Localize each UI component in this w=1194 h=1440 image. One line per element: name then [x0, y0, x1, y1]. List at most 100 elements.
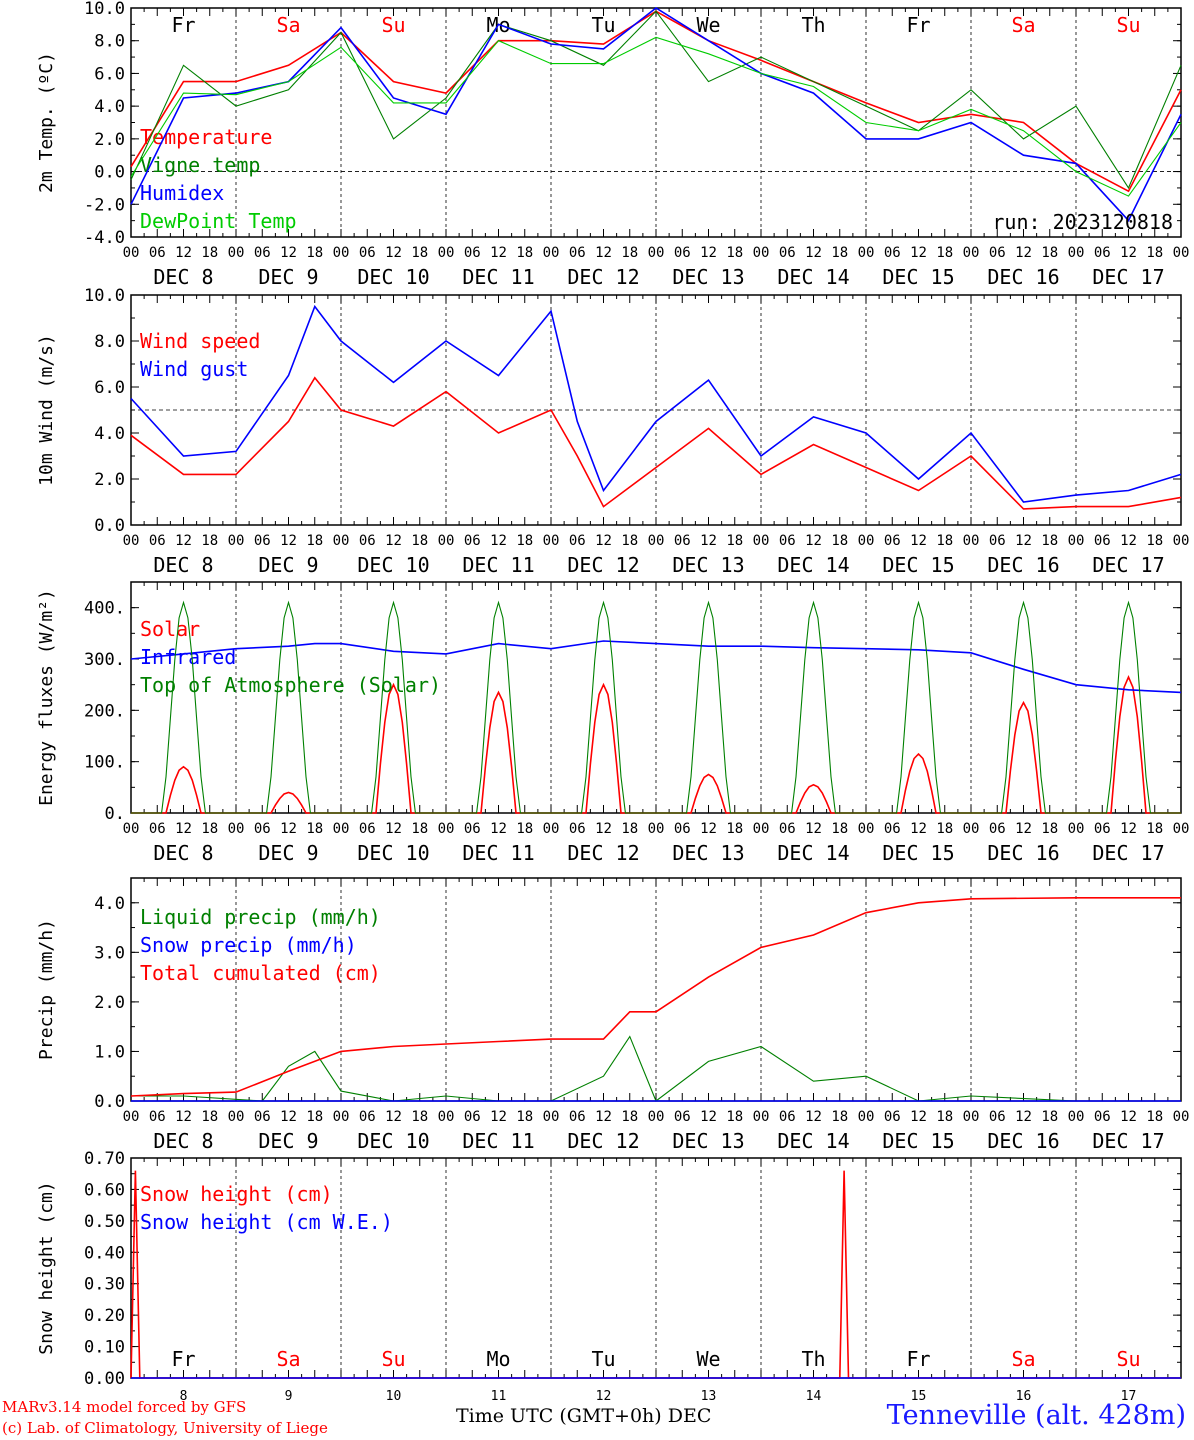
hour-tick-label: 00: [543, 245, 560, 261]
hour-tick-label: 18: [621, 533, 638, 549]
y-tick-label: 0.60: [84, 1180, 125, 1200]
y-tick-label: 200.: [84, 701, 125, 721]
hour-tick-label: 00: [543, 533, 560, 549]
hour-tick-label: 00: [753, 821, 770, 837]
day-name-label: Sa: [276, 1347, 300, 1371]
day-number-label: 10: [386, 1389, 402, 1404]
hour-tick-label: 12: [805, 245, 822, 261]
date-label: DEC 13: [672, 265, 744, 289]
hour-tick-label: 00: [543, 1109, 560, 1125]
hour-tick-label: 06: [149, 1109, 166, 1125]
hour-tick-label: 18: [726, 245, 743, 261]
panel-4: 0.0 1.0 2.0 3.0 4.0 Precip (mm/h) 00 06 12 18 DEC …: [36, 877, 1190, 1153]
hour-tick-label: 06: [1094, 1109, 1111, 1125]
date-label: DEC 16: [987, 1129, 1059, 1153]
legend-entry: Wind gust: [140, 357, 248, 381]
hour-tick-label: 00: [753, 245, 770, 261]
run-label: run: 2023120818: [992, 210, 1173, 234]
date-label: DEC 9: [258, 553, 318, 577]
hour-tick-label: 18: [831, 533, 848, 549]
legend-entry: Snow precip (mm/h): [140, 933, 357, 957]
panel-2: 0.0 2.0 4.0 6.0 8.0 10.0 10m Wind (m/s) 00 06 12 1…: [36, 286, 1189, 577]
hour-tick-label: 06: [779, 245, 796, 261]
hour-tick-label: 06: [674, 533, 691, 549]
hour-tick-label: 06: [464, 533, 481, 549]
hour-tick-label: 00: [1068, 533, 1085, 549]
hour-tick-label: 18: [516, 821, 533, 837]
day-name-label: We: [696, 1347, 720, 1371]
y-tick-label: 3.0: [94, 943, 125, 963]
date-label: DEC 10: [357, 553, 429, 577]
y-tick-label: 0.00: [84, 1369, 125, 1389]
hour-tick-label: 18: [1146, 245, 1163, 261]
day-number-label: 15: [911, 1389, 927, 1404]
hour-tick-label: 06: [989, 533, 1006, 549]
hour-tick-label: 18: [1041, 245, 1058, 261]
hour-tick-label: 06: [884, 821, 901, 837]
hour-tick-label: 18: [1146, 1109, 1163, 1125]
hour-tick-label: 06: [569, 245, 586, 261]
hour-tick-label: 06: [674, 245, 691, 261]
hour-tick-label: 18: [831, 1109, 848, 1125]
hour-tick-label: 18: [1146, 533, 1163, 549]
date-label: DEC 11: [462, 265, 534, 289]
hour-tick-label: 18: [306, 533, 323, 549]
hour-tick-label: 18: [411, 245, 428, 261]
hour-tick-label: 00: [1173, 533, 1190, 549]
y-tick-label: 6.0: [94, 64, 125, 84]
date-label: DEC 14: [777, 841, 849, 865]
day-name-label: We: [696, 13, 720, 37]
date-label: DEC 12: [567, 265, 639, 289]
x-axis-label: Time UTC (GMT+0h) DEC: [456, 1405, 712, 1427]
panel-3: 0. 100. 200. 300. 400. Energy fluxes (W/m²) 00…: [36, 581, 1189, 865]
hour-tick-label: 06: [149, 821, 166, 837]
hour-tick-label: 00: [438, 533, 455, 549]
legend-entry: Vigne temp: [140, 153, 260, 177]
y-tick-label: 1.0: [94, 1042, 125, 1062]
hour-tick-label: 00: [963, 245, 980, 261]
legend-entry: Wind speed: [140, 329, 260, 353]
hour-tick-label: 12: [910, 533, 927, 549]
hour-tick-label: 00: [333, 533, 350, 549]
hour-tick-label: 00: [1173, 1109, 1190, 1125]
date-label: DEC 8: [153, 265, 213, 289]
hour-tick-label: 18: [726, 821, 743, 837]
date-label: DEC 16: [987, 553, 1059, 577]
legend-entry: Snow height (cm W.E.): [140, 1210, 393, 1234]
day-name-label: Su: [1116, 13, 1140, 37]
day-number-label: 14: [806, 1389, 822, 1404]
copyright-credit: (c) Lab. of Climatology, University of L…: [2, 1419, 328, 1437]
legend-entry: Top of Atmosphere (Solar): [140, 673, 441, 697]
hour-tick-label: 18: [411, 1109, 428, 1125]
hour-tick-label: 06: [884, 245, 901, 261]
date-label: DEC 8: [153, 1129, 213, 1153]
hour-tick-label: 00: [1173, 245, 1190, 261]
y-tick-label: 0.50: [84, 1212, 125, 1232]
hour-tick-label: 12: [1120, 533, 1137, 549]
hour-tick-label: 12: [595, 821, 612, 837]
hour-tick-label: 00: [648, 245, 665, 261]
panel-5: 0.00 0.10 0.20 0.30 0.40 0.50 0.60 0.70 Snow hei…: [36, 1149, 1182, 1404]
hour-tick-label: 18: [201, 1109, 218, 1125]
hour-tick-label: 18: [936, 821, 953, 837]
date-label: DEC 13: [672, 841, 744, 865]
y-tick-label: 8.0: [94, 32, 125, 52]
hour-tick-label: 12: [175, 245, 192, 261]
hour-tick-label: 06: [359, 1109, 376, 1125]
hour-tick-label: 12: [700, 245, 717, 261]
date-label: DEC 15: [882, 841, 954, 865]
hour-tick-label: 00: [333, 821, 350, 837]
hour-tick-label: 00: [858, 245, 875, 261]
date-label: DEC 12: [567, 841, 639, 865]
hour-tick-label: 12: [385, 1109, 402, 1125]
hour-tick-label: 12: [280, 245, 297, 261]
hour-tick-label: 18: [306, 245, 323, 261]
hour-tick-label: 06: [149, 533, 166, 549]
hour-tick-label: 00: [1068, 1109, 1085, 1125]
hour-tick-label: 06: [359, 533, 376, 549]
hour-tick-label: 12: [910, 1109, 927, 1125]
hour-tick-label: 18: [1146, 821, 1163, 837]
hour-tick-label: 18: [516, 1109, 533, 1125]
hour-tick-label: 06: [464, 1109, 481, 1125]
hour-tick-label: 06: [254, 821, 271, 837]
